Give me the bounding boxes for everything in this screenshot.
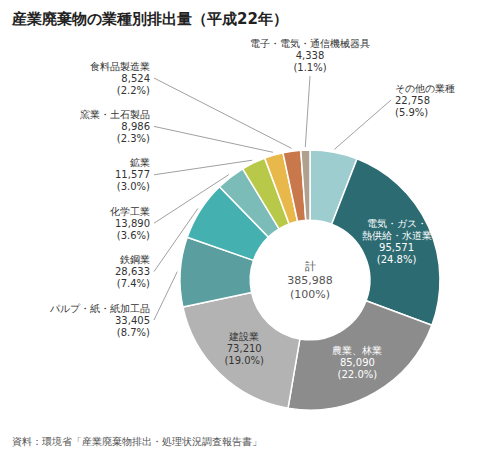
labels: 電気・ガス・熱供給・水道業95,571(24.8%) 農業、林業85,090(22… — [49, 38, 455, 380]
leader-line — [154, 126, 273, 152]
title: 産業廃棄物の業種別排出量（平成22年） — [11, 10, 288, 28]
label-category: 鉄鋼業 — [120, 254, 150, 265]
label-category: 鉱業 — [130, 157, 150, 168]
center-text-line: (100%) — [290, 288, 330, 301]
slice — [183, 292, 300, 408]
label-value-line: 85,090 — [340, 357, 375, 368]
label-category-line: 電子・電気・通信機械器具 — [250, 38, 370, 49]
leader-line — [154, 78, 291, 148]
label-category-line: 電気・ガス・ — [367, 218, 427, 229]
label-percent-line: (2.3%) — [117, 133, 150, 144]
label-category-line: 窯業・土石製品 — [80, 109, 150, 120]
label-percent-line: (22.0%) — [338, 369, 378, 380]
label-category: 窯業・土石製品 — [80, 109, 150, 120]
pie: 計385,988(100%) — [180, 150, 440, 410]
center-text: 計385,988(100%) — [287, 260, 333, 301]
label-value-line: 4,338 — [296, 50, 325, 61]
label-value-line: 95,571 — [379, 242, 414, 253]
leader-line — [154, 160, 252, 175]
label-category-line: パルプ・紙・紙加工品 — [49, 303, 150, 314]
label-category: 化学工業 — [110, 206, 150, 217]
label-value: 13,890 — [115, 218, 150, 229]
label-category: パルプ・紙・紙加工品 — [49, 303, 150, 314]
label-category: 食料品製造業 — [90, 61, 150, 72]
label-value-line: 13,890 — [115, 218, 150, 229]
label-percent: (19.0%) — [224, 355, 264, 366]
label-percent-line: (1.1%) — [293, 62, 326, 73]
label-percent-line: (19.0%) — [224, 355, 264, 366]
slice — [301, 150, 310, 220]
label-value-line: 22,758 — [395, 95, 430, 106]
label-value: 85,090 — [340, 357, 375, 368]
label-category-line: 食料品製造業 — [90, 61, 150, 72]
label-percent: (1.1%) — [293, 62, 326, 73]
label-category-line: 鉱業 — [130, 157, 150, 168]
label-percent-line: (5.9%) — [395, 107, 428, 118]
leader-line — [305, 76, 310, 147]
label-category-line: 建設業 — [228, 331, 259, 342]
label-category-line: 鉄鋼業 — [120, 254, 150, 265]
leader-line — [334, 100, 391, 149]
label-percent: (24.8%) — [377, 254, 417, 265]
label-category-line: 熱供給・水道業 — [362, 230, 432, 241]
label-value-line: 33,405 — [115, 315, 150, 326]
label-category: 電気・ガス・熱供給・水道業 — [362, 218, 432, 241]
label-percent-line: (3.6%) — [117, 230, 150, 241]
label-percent: (5.9%) — [395, 107, 428, 118]
label-value: 95,571 — [379, 242, 414, 253]
label-percent: (3.0%) — [117, 181, 150, 192]
label-category-line: その他の業種 — [395, 83, 455, 94]
label-category-line: 化学工業 — [110, 206, 150, 217]
label-value: 28,633 — [115, 266, 150, 277]
label-value-line: 28,633 — [115, 266, 150, 277]
label-percent-line: (7.4%) — [117, 278, 150, 289]
label-percent: (8.7%) — [117, 327, 150, 338]
label-percent-line: (8.7%) — [117, 327, 150, 338]
label-category-line: 農業、林業 — [332, 345, 382, 356]
label-value-line: 8,986 — [121, 121, 150, 132]
source: 資料：環境省「産業廃棄物排出・処理状況調査報告書」 — [12, 436, 262, 447]
label-value: 4,338 — [296, 50, 325, 61]
label-percent: (22.0%) — [338, 369, 378, 380]
label-value: 73,210 — [227, 343, 262, 354]
label-percent-line: (2.2%) — [117, 85, 150, 96]
label-value: 8,986 — [121, 121, 150, 132]
label-percent-line: (3.0%) — [117, 181, 150, 192]
slice — [332, 159, 440, 325]
leader-line — [154, 272, 177, 320]
leader-line — [154, 175, 229, 224]
leaders — [154, 76, 391, 320]
label-value-line: 11,577 — [115, 169, 150, 180]
label-percent: (2.2%) — [117, 85, 150, 96]
center-text-line: 計 — [305, 260, 316, 273]
label-value-line: 8,524 — [121, 73, 150, 84]
label-value: 8,524 — [121, 73, 150, 84]
chart: 産業廃棄物の業種別排出量（平成22年） 資料：環境省「産業廃棄物排出・処理状況調査… — [0, 0, 504, 455]
label-value: 33,405 — [115, 315, 150, 326]
slice — [288, 301, 432, 410]
label-percent: (7.4%) — [117, 278, 150, 289]
label-category: その他の業種 — [395, 83, 455, 94]
label-value-line: 73,210 — [227, 343, 262, 354]
label-value: 11,577 — [115, 169, 150, 180]
label-value: 22,758 — [395, 95, 430, 106]
label-category: 電子・電気・通信機械器具 — [250, 38, 370, 49]
label-category: 農業、林業 — [332, 345, 382, 356]
label-percent: (3.6%) — [117, 230, 150, 241]
label-percent-line: (24.8%) — [377, 254, 417, 265]
leader-line — [154, 209, 198, 272]
label-percent: (2.3%) — [117, 133, 150, 144]
center-text-line: 385,988 — [287, 274, 333, 287]
label-category: 建設業 — [228, 331, 259, 342]
